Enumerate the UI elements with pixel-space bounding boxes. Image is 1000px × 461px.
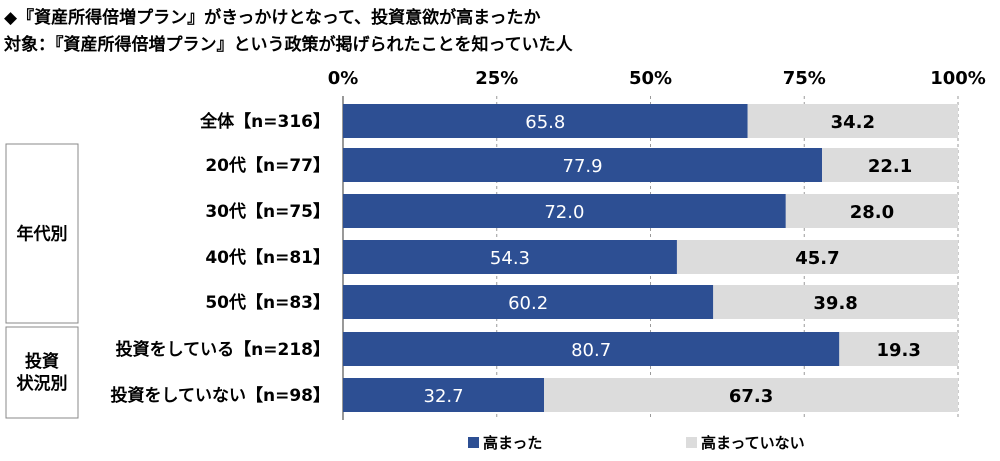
group-label: 年代別 — [17, 224, 68, 245]
data-label: 60.2 — [508, 293, 548, 314]
category-label: 30代【n=75】 — [205, 201, 330, 222]
chart-title: ◆『資産所得倍増プラン』がきっかけとなって、投資意欲が高まったか — [4, 8, 541, 28]
bar-series1 — [343, 148, 823, 182]
bar-series2 — [544, 378, 958, 412]
bar-series2 — [839, 332, 958, 366]
x-tick-label: 75% — [783, 68, 826, 89]
group-box — [5, 326, 79, 419]
x-tick-label: 0% — [328, 68, 359, 89]
data-label: 32.7 — [424, 386, 464, 407]
legend-swatch-series1 — [468, 437, 479, 448]
data-label: 22.1 — [868, 156, 912, 177]
bar-series2 — [713, 285, 958, 319]
category-label: 40代【n=81】 — [205, 247, 330, 268]
data-label: 45.7 — [795, 248, 839, 269]
bar-series1 — [343, 332, 840, 366]
legend-label-series2: 高まっていない — [701, 434, 805, 452]
data-label: 28.0 — [850, 202, 894, 223]
bar-series1 — [343, 285, 714, 319]
data-label: 19.3 — [876, 340, 920, 361]
data-label: 39.8 — [813, 293, 857, 314]
legend-item-series2: 高まっていない — [686, 432, 805, 453]
group-box — [5, 143, 79, 324]
legend-swatch-series2 — [686, 437, 697, 448]
data-label: 80.7 — [571, 340, 611, 361]
bar-series1 — [343, 240, 677, 274]
bar-series1 — [343, 378, 545, 412]
bar-series1 — [343, 194, 786, 228]
x-tick-label: 50% — [629, 68, 672, 89]
x-tick-label: 25% — [475, 68, 518, 89]
data-label: 72.0 — [544, 202, 584, 223]
category-label: 20代【n=77】 — [205, 155, 330, 176]
bar-series2 — [822, 148, 958, 182]
category-label: 投資をしていない【n=98】 — [111, 385, 331, 406]
data-label: 65.8 — [525, 112, 565, 133]
bar-series2 — [676, 240, 958, 274]
category-label: 投資をしている【n=218】 — [116, 339, 330, 360]
category-label: 全体【n=316】 — [199, 111, 330, 132]
group-label: 投資 — [25, 351, 59, 372]
x-tick-label: 100% — [930, 68, 986, 89]
data-label: 67.3 — [729, 386, 773, 407]
data-label: 77.9 — [563, 156, 603, 177]
legend-label-series1: 高まった — [483, 434, 543, 452]
bar-series1 — [343, 104, 748, 138]
data-label: 54.3 — [490, 248, 530, 269]
bar-series2 — [785, 194, 958, 228]
chart-subtitle: 対象：『資産所得倍増プラン』という政策が掲げられたことを知っていた人 — [4, 35, 573, 55]
legend-item-series1: 高まった — [468, 432, 542, 453]
data-label: 34.2 — [831, 112, 875, 133]
category-label: 50代【n=83】 — [205, 292, 330, 313]
bar-series2 — [747, 104, 958, 138]
group-label: 状況別 — [17, 373, 68, 394]
